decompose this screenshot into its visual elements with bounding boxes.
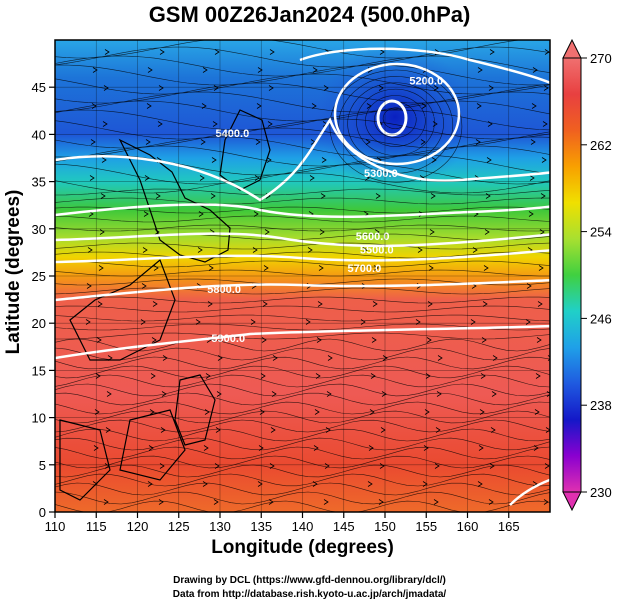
- streamlines: [55, 40, 550, 512]
- y-tick-label: 25: [32, 269, 46, 284]
- x-tick-label: 155: [415, 519, 437, 534]
- x-tick-label: 140: [292, 519, 314, 534]
- contour-label: 5700.0: [348, 263, 382, 275]
- y-tick-label: 35: [32, 175, 46, 190]
- streamline-paths: [55, 40, 550, 512]
- y-tick-label: 5: [39, 458, 46, 473]
- x-axis-label: Longitude (degrees): [211, 537, 394, 558]
- credit-data: Data from http://database.rish.kyoto-u.a…: [172, 589, 447, 600]
- colorbar-tick-label: 262: [590, 138, 612, 153]
- y-tick-label: 15: [32, 363, 46, 378]
- coastlines: [59, 109, 271, 501]
- x-tick-label: 120: [127, 519, 149, 534]
- contour-label: 5500.0: [360, 244, 394, 256]
- y-tick-label: 0: [39, 505, 46, 520]
- colorbar-top-arrow: [562, 38, 582, 59]
- x-tick-label: 125: [168, 519, 190, 534]
- contour-label: 5800.0: [207, 284, 241, 296]
- x-ticks: 110 115 120 125 130 135 140 145 150 155 160 165: [45, 512, 520, 534]
- x-tick-label: 160: [457, 519, 479, 534]
- x-tick-label: 130: [209, 519, 231, 534]
- wind-arrowheads: [85, 49, 550, 505]
- lat-lon-grid: [54, 40, 550, 513]
- y-tick-label: 10: [32, 411, 46, 426]
- chart-title: GSM 00Z26Jan2024 (500.0hPa): [148, 2, 471, 27]
- contour-label: 5400.0: [216, 128, 250, 140]
- contour-label: 5200.0: [409, 75, 443, 87]
- x-tick-label: 150: [374, 519, 396, 534]
- x-tick-label: 165: [498, 519, 520, 534]
- colorbar-bottom-arrow: [562, 491, 582, 512]
- x-tick-label: 115: [86, 519, 107, 534]
- y-tick-label: 30: [32, 222, 46, 237]
- colorbar-ticks: 230 238 246 254 262 270: [581, 51, 612, 500]
- contour-label: 5600.0: [356, 231, 390, 243]
- contour-label: 5900.0: [211, 333, 245, 345]
- credit-drawing: Drawing by DCL (https://www.gfd-dennou.o…: [173, 575, 446, 586]
- y-ticks: 0 5 10 15 20 25 30 35 40 45: [32, 80, 55, 520]
- colorbar: 230 238 246 254 262 270: [562, 38, 612, 512]
- colorbar-tick-label: 270: [590, 51, 612, 66]
- colorbar-tick-label: 238: [590, 398, 612, 413]
- contour-label: 5300.0: [364, 168, 398, 180]
- height-contours: [55, 47, 550, 506]
- y-tick-label: 40: [32, 127, 46, 142]
- colorbar-tick-label: 230: [590, 485, 612, 500]
- y-axis-label: Latitude (degrees): [3, 189, 24, 355]
- colorbar-tick-label: 254: [590, 225, 612, 240]
- x-tick-label: 145: [333, 519, 355, 534]
- colorbar-bar: [562, 57, 582, 493]
- cyclone-swirl: [329, 69, 463, 183]
- x-tick-label: 135: [250, 519, 272, 534]
- y-tick-label: 20: [32, 316, 46, 331]
- y-tick-label: 45: [32, 80, 46, 95]
- x-tick-label: 110: [45, 519, 66, 534]
- colorbar-tick-label: 246: [590, 311, 612, 326]
